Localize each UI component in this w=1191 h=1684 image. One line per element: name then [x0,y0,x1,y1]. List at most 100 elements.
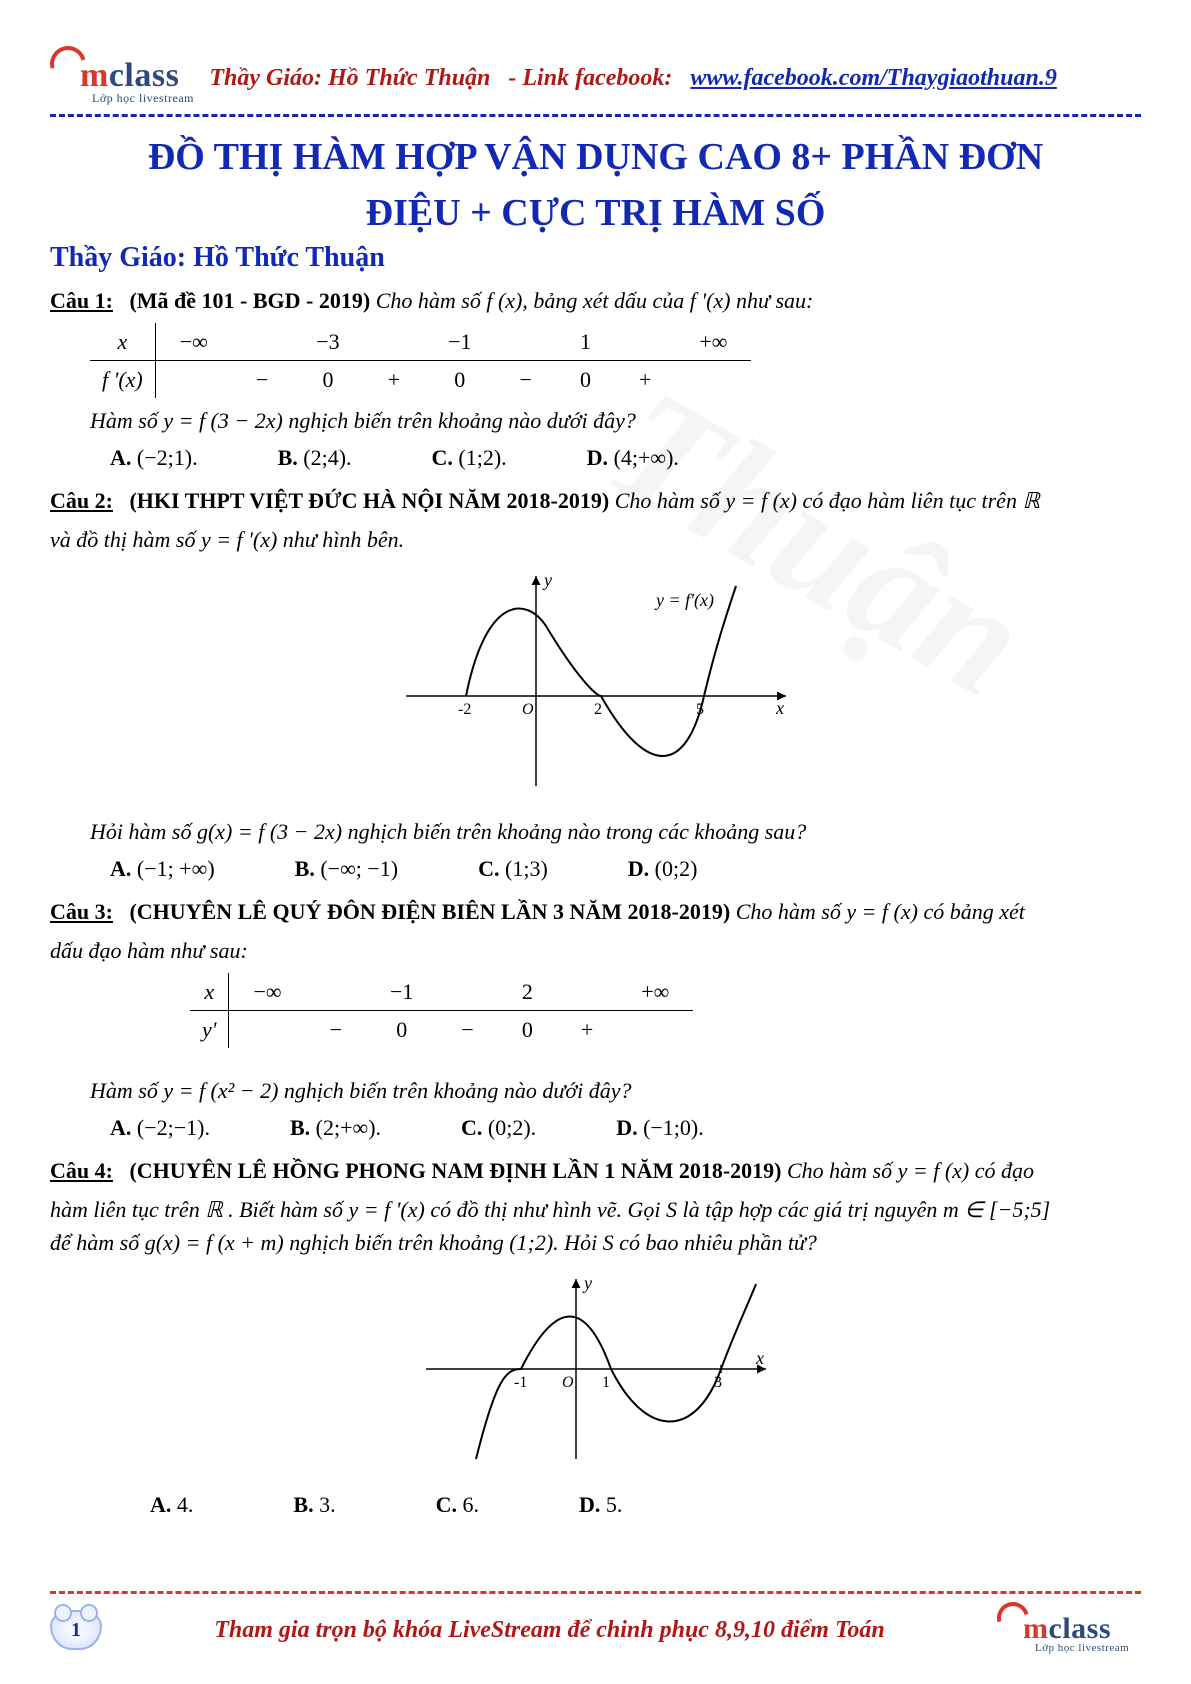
q1-choice-d: D. (4;+∞). [587,441,679,474]
q4-tick-neg1: -1 [514,1374,527,1391]
q1-t-r1c6 [496,323,556,361]
svg-text:x: x [755,1348,764,1368]
footer-logo-sub: Lớp học livestream [1035,1642,1141,1654]
q1-t-r2c9 [675,361,751,399]
q4-text2: hàm liên tục trên ℝ . Biết hàm số y = f … [50,1193,1141,1226]
q1-subtext: Hàm số y = f (3 − 2x) nghịch biến trên k… [90,404,1141,437]
q3-source: (CHUYÊN LÊ QUÝ ĐÔN ĐIỆN BIÊN LẦN 3 NĂM 2… [129,899,730,924]
q3-t-r1c3: −1 [366,973,437,1011]
q3-choices: A. (−2;−1). B. (2;+∞). C. (0;2). D. (−1;… [110,1111,1141,1144]
q2-choice-a: A. (−1; +∞) [110,852,215,885]
q1-t-r1c0: x [90,323,155,361]
q4-choice-c: C. 6. [436,1488,479,1521]
q2-text: Cho hàm số y = f (x) có đạo hàm liên tục… [615,488,1040,513]
q1-t-r1c3: −3 [292,323,363,361]
q3-text: Cho hàm số y = f (x) có bảng xét [736,899,1025,924]
q3-t-r2c3: 0 [366,1011,437,1049]
q3-t-r1c1: −∞ [229,973,306,1011]
q1-t-r2c3: 0 [292,361,363,399]
footer-logo: mclass Lớp học livestream [997,1606,1141,1654]
q1-choice-a: A. (−2;1). [110,441,198,474]
q3-choice-a: A. (−2;−1). [110,1111,210,1144]
q1-t-r1c1: −∞ [155,323,232,361]
q4-graph: y x -1 O 1 3 [50,1269,1141,1478]
teacher-name: Hồ Thức Thuận [328,65,490,91]
q1-t-r2c5: 0 [424,361,495,399]
teacher-subtitle: Thầy Giáo: Hồ Thức Thuận [50,242,1141,274]
q4-choices: A. 4. B. 3. C. 6. D. 5. [150,1488,1141,1521]
q1-choice-b: B. (2;4). [278,441,352,474]
q1-t-r2c8: + [615,361,675,399]
q3-choice-c: C. (0;2). [461,1111,536,1144]
q1-t-r1c2 [232,323,292,361]
header-divider [50,114,1141,117]
q3-t-r2c0: y' [190,1011,229,1049]
q1-choice-c: C. (1;2). [432,441,507,474]
q4-tick-1: 1 [602,1374,610,1391]
q4-tick-o: O [562,1374,574,1391]
facebook-link[interactable]: www.facebook.com/Thaygiaothuan.9 [690,65,1056,91]
q1-source: (Mã đề 101 - BGD - 2019) [129,288,370,313]
q4-text3: để hàm số g(x) = f (x + m) nghịch biến t… [50,1226,1141,1259]
footer-logo-class: class [1049,1612,1112,1645]
q3-t-r1c0: x [190,973,229,1011]
q3-t-r1c2 [306,973,366,1011]
footer-divider [50,1591,1141,1594]
q4-choice-d: D. 5. [579,1488,622,1521]
footer-text: Tham gia trọn bộ khóa LiveStream để chin… [102,1617,997,1644]
q1-t-r2c1 [155,361,232,399]
question-4: Câu 4: (CHUYÊN LÊ HỒNG PHONG NAM ĐỊNH LẦ… [50,1154,1141,1187]
q2-tick-2: 2 [594,701,602,718]
q3-text2: dấu đạo hàm như sau: [50,934,1141,967]
fb-label: - Link facebook: [508,65,672,91]
q2-subtext: Hỏi hàm số g(x) = f (3 − 2x) nghịch biến… [90,815,1141,848]
q1-t-r2c6: − [496,361,556,399]
q3-t-r2c4: − [437,1011,497,1049]
q1-t-r1c7: 1 [556,323,615,361]
q3-t-r2c7 [617,1011,693,1049]
logo: mclass Lớp học livestream [50,50,209,106]
q1-t-r2c0: f '(x) [90,361,155,399]
svg-text:y: y [582,1273,592,1293]
q3-choice-b: B. (2;+∞). [290,1111,381,1144]
question-1: Câu 1: (Mã đề 101 - BGD - 2019) Cho hàm … [50,284,1141,317]
q2-tick-o: O [522,701,534,718]
q2-choice-b: B. (−∞; −1) [295,852,398,885]
doc-title-line1: ĐỒ THỊ HÀM HỢP VẬN DỤNG CAO 8+ PHẦN ĐƠN [50,135,1141,181]
q1-t-r2c7: 0 [556,361,615,399]
q3-t-r2c1 [229,1011,306,1049]
header: mclass Lớp học livestream Thầy Giáo: Hồ … [50,50,1141,106]
q2-choice-c: C. (1;3) [478,852,548,885]
q1-t-r2c2: − [232,361,292,399]
q3-t-r1c6 [557,973,617,1011]
svg-text:x: x [775,698,784,718]
footer: 1 Tham gia trọn bộ khóa LiveStream để ch… [50,1591,1141,1654]
q1-label: Câu 1: [50,288,113,313]
q2-label: Câu 2: [50,488,113,513]
q3-sign-table: x −∞ −1 2 +∞ y' − 0 − 0 + [190,973,1141,1048]
q3-choice-d: D. (−1;0). [616,1111,704,1144]
q2-tick-neg2: -2 [458,701,471,718]
q2-source: (HKI THPT VIỆT ĐỨC HÀ NỘI NĂM 2018-2019) [129,488,609,513]
question-3: Câu 3: (CHUYÊN LÊ QUÝ ĐÔN ĐIỆN BIÊN LẦN … [50,895,1141,928]
header-text: Thầy Giáo: Hồ Thức Thuận - Link facebook… [209,65,1057,92]
q1-text: Cho hàm số f (x), bảng xét dấu của f '(x… [376,288,814,313]
doc-title-line2: ĐIỆU + CỰC TRỊ HÀM SỐ [50,191,1141,237]
q1-t-r1c4 [364,323,424,361]
q1-t-r1c9: +∞ [675,323,751,361]
q4-label: Câu 4: [50,1158,113,1183]
q1-t-r1c5: −1 [424,323,495,361]
q2-choice-d: D. (0;2) [628,852,698,885]
page: Thuận mclass Lớp học livestream Thầy Giá… [0,0,1191,1684]
q4-text: Cho hàm số y = f (x) có đạo [787,1158,1034,1183]
q3-t-r2c6: + [557,1011,617,1049]
q3-t-r2c5: 0 [498,1011,557,1049]
q3-t-r2c2: − [306,1011,366,1049]
svg-text:y: y [542,570,552,590]
logo-subtitle: Lớp học livestream [92,91,209,106]
page-number-badge: 1 [50,1610,102,1650]
q4-choice-a: A. 4. [150,1488,193,1521]
content: Câu 1: (Mã đề 101 - BGD - 2019) Cho hàm … [50,284,1141,1521]
q2-text2: và đồ thị hàm số y = f '(x) như hình bên… [50,523,1141,556]
q3-label: Câu 3: [50,899,113,924]
